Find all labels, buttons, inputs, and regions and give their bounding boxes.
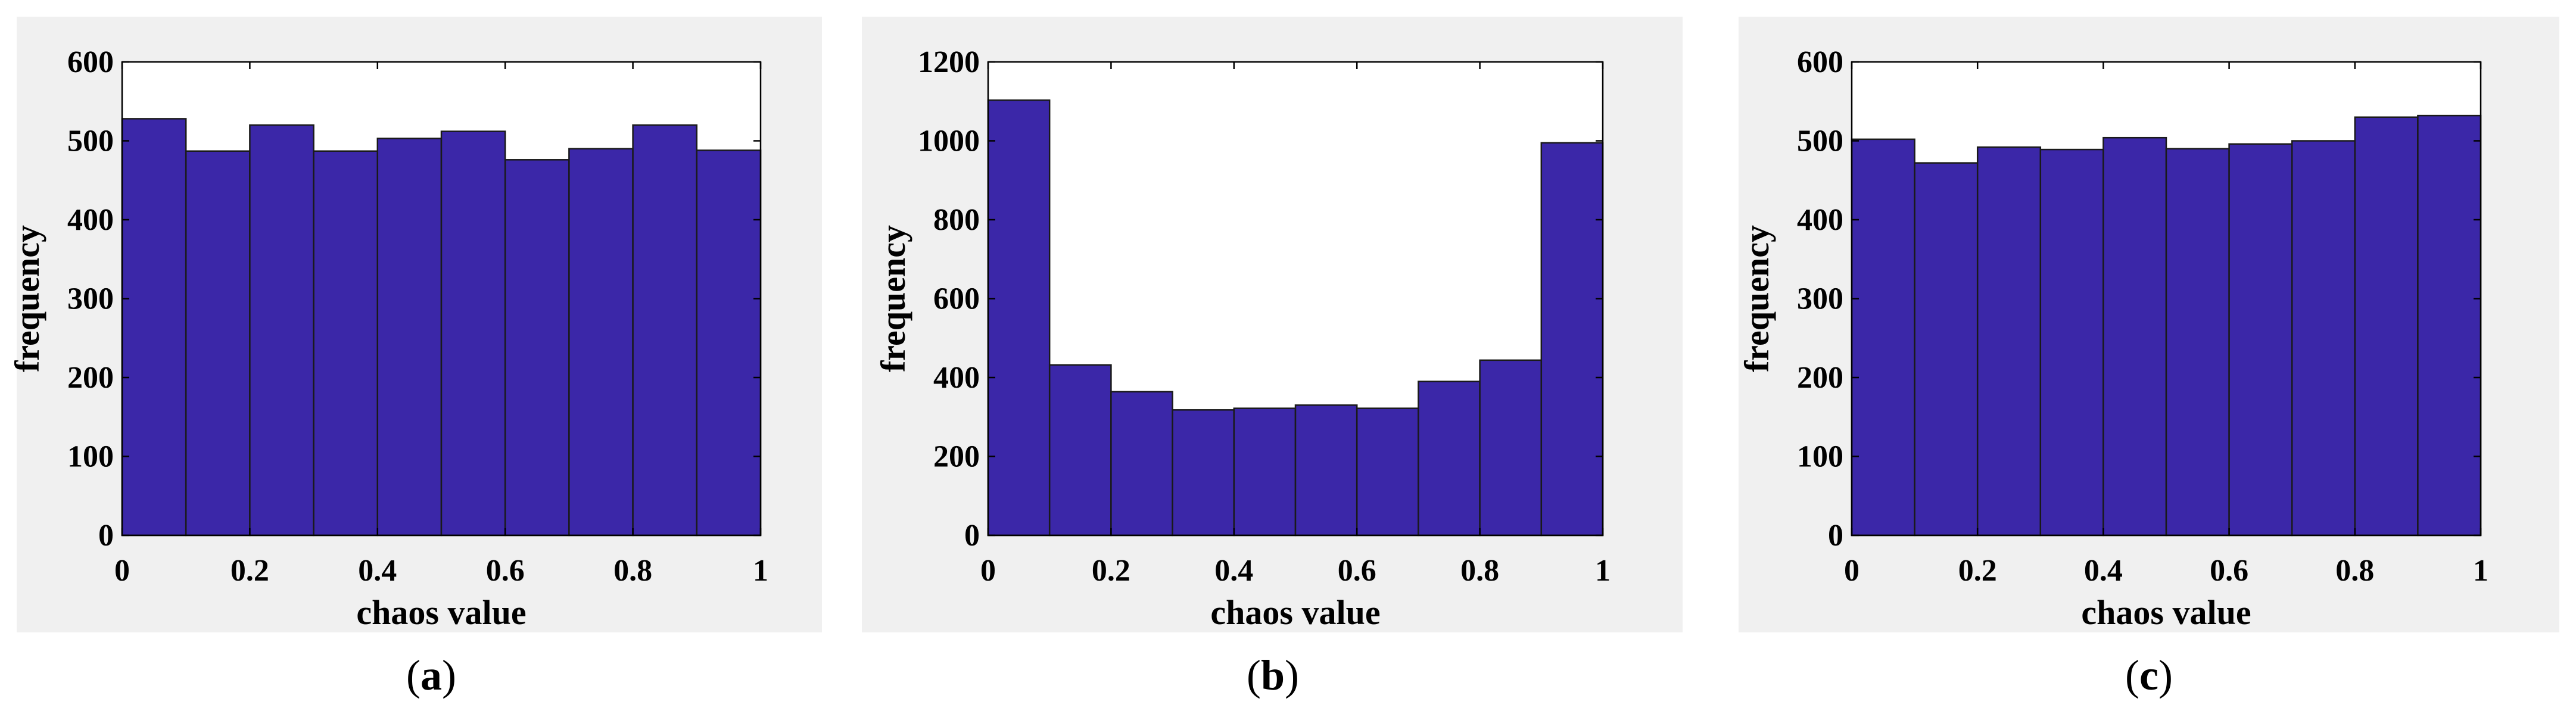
y-tick-label: 0 (1828, 519, 1843, 553)
y-tick-label: 0 (98, 519, 114, 553)
y-tick-label: 600 (67, 45, 114, 79)
x-tick-label: 1 (2473, 554, 2488, 588)
histogram-bar (2291, 140, 2356, 537)
x-axis-title: chaos value (1210, 593, 1380, 632)
histogram-bar (2228, 143, 2293, 537)
y-tick-label: 500 (1797, 124, 1843, 158)
x-axis-title: chaos value (2081, 593, 2251, 632)
y-tick-label: 1200 (918, 45, 980, 79)
histogram-bar (1851, 138, 1915, 537)
subfigure-caption: (c) (2125, 651, 2173, 699)
histogram-bar (1356, 407, 1419, 537)
bars-group (987, 99, 1604, 537)
x-tick-label: 0.8 (1460, 554, 1499, 588)
histogram-bar (1540, 142, 1604, 537)
histogram-bar (2039, 148, 2104, 537)
histogram-bar (313, 150, 379, 537)
histogram-panel-c: 0 100 200 300 400 500 600 0 0.2 0.4 0.6 0.8 1 chaos v… (1737, 17, 2559, 699)
y-tick-label: 400 (67, 203, 114, 237)
subfigure-caption: (a) (406, 651, 456, 699)
histogram-panel-a: 0 100 200 300 400 500 600 0 0.2 0.4 0.6 0.8 1 chaos v… (8, 17, 822, 699)
histogram-bar (1976, 146, 2042, 537)
histogram-bar (376, 138, 443, 537)
subfigure-caption: (b) (1247, 651, 1299, 699)
y-axis-title: frequency (8, 225, 46, 372)
y-tick-label: 0 (964, 519, 980, 553)
bars-group (121, 118, 762, 537)
histogram-bar (249, 124, 314, 537)
histogram-bar (1110, 391, 1173, 537)
histogram-bar (1048, 364, 1112, 537)
y-tick-label: 300 (67, 282, 114, 316)
histogram-bar (2102, 136, 2167, 537)
x-tick-label: 0.4 (1214, 554, 1253, 588)
y-tick-label: 200 (1797, 361, 1843, 395)
y-tick-label: 800 (933, 203, 980, 237)
x-tick-label: 0.8 (2335, 554, 2374, 588)
x-tick-label: 1 (753, 554, 768, 588)
histogram-bar (2417, 114, 2482, 537)
y-tick-label: 500 (67, 124, 114, 158)
histogram-bar (1172, 409, 1235, 537)
histogram-bar (568, 148, 634, 537)
x-tick-label: 0.4 (2084, 554, 2123, 588)
histogram-bar (2354, 116, 2419, 537)
x-tick-label: 0.6 (486, 554, 525, 588)
bars-group (1851, 114, 2482, 537)
x-tick-label: 0.2 (230, 554, 269, 588)
histogram-bar (504, 159, 570, 537)
histogram-bar (1294, 404, 1358, 537)
x-tick-label: 0.4 (358, 554, 397, 588)
x-tick-label: 0.2 (1092, 554, 1130, 588)
x-tick-label: 1 (1595, 554, 1611, 588)
histogram-bar (440, 130, 506, 537)
histogram-bar (1914, 162, 1979, 537)
x-tick-label: 0 (1844, 554, 1859, 588)
y-axis-title: frequency (874, 225, 912, 372)
y-tick-label: 1000 (918, 124, 980, 158)
y-tick-label: 400 (933, 361, 980, 395)
y-tick-label: 200 (933, 440, 980, 474)
histogram-bar (1418, 381, 1481, 537)
x-tick-label: 0.8 (613, 554, 652, 588)
x-tick-label: 0.2 (1958, 554, 1997, 588)
x-tick-label: 0.6 (2210, 554, 2248, 588)
x-tick-label: 0.6 (1338, 554, 1376, 588)
y-axis-title: frequency (1737, 225, 1776, 372)
histogram-bar (987, 99, 1051, 537)
y-tick-label: 600 (933, 282, 980, 316)
histogram-bar (185, 150, 251, 537)
y-tick-label: 400 (1797, 203, 1843, 237)
y-tick-label: 600 (1797, 45, 1843, 79)
histogram-bar (2165, 148, 2230, 537)
histogram-bar (121, 118, 187, 537)
x-tick-label: 0 (980, 554, 996, 588)
histogram-bar (632, 124, 698, 537)
x-tick-label: 0 (114, 554, 130, 588)
histogram-bar (696, 149, 762, 537)
y-tick-label: 300 (1797, 282, 1843, 316)
histogram-bar (1479, 359, 1543, 537)
x-axis-title: chaos value (356, 593, 526, 632)
y-tick-label: 100 (1797, 440, 1843, 474)
y-tick-label: 200 (67, 361, 114, 395)
histogram-bar (1233, 407, 1297, 537)
y-tick-label: 100 (67, 440, 114, 474)
histogram-panel-b: 0 200 400 600 800 1000 1200 0 0.2 0.4 0.6 0.8 1 chaos… (862, 17, 1683, 699)
